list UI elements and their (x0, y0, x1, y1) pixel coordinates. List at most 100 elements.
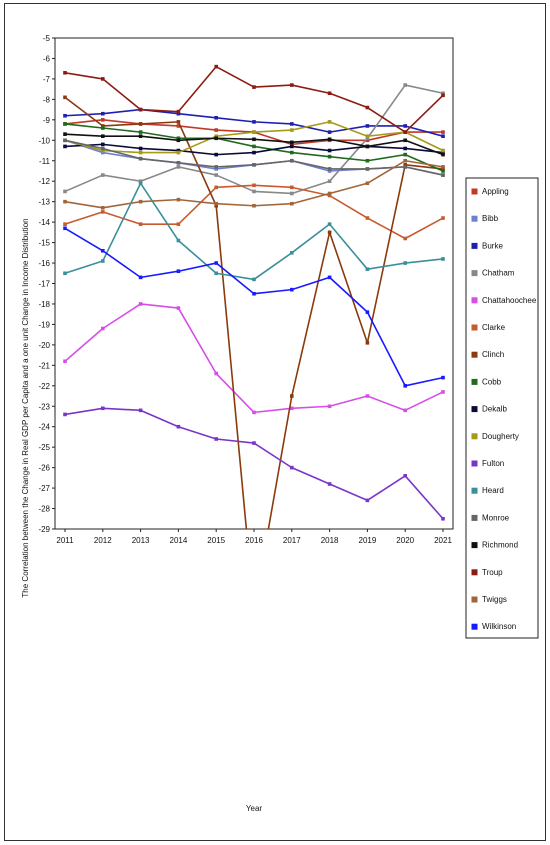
data-point (441, 216, 445, 220)
data-point (101, 206, 105, 210)
y-tick-label: -11 (39, 157, 51, 166)
data-point (101, 173, 105, 177)
data-point (63, 189, 67, 194)
data-point (290, 128, 294, 132)
data-point (214, 437, 218, 441)
data-point (252, 120, 256, 124)
data-point (63, 70, 67, 75)
data-point (290, 144, 294, 149)
series-clinch (63, 95, 445, 529)
data-point (290, 201, 294, 206)
y-tick-label: -18 (38, 300, 50, 309)
legend-label: Heard (482, 486, 504, 495)
data-point (327, 120, 332, 124)
data-point (101, 124, 105, 128)
data-point (327, 137, 332, 142)
data-point (441, 167, 445, 171)
data-point (101, 126, 105, 130)
series-wilkinson (63, 226, 445, 388)
x-tick-label: 2015 (207, 536, 225, 545)
y-tick-label: -23 (38, 402, 50, 411)
data-point (441, 169, 445, 173)
data-point (214, 64, 218, 69)
data-point (365, 267, 370, 271)
data-point (403, 261, 407, 265)
data-point (101, 259, 105, 263)
data-point (441, 150, 445, 155)
data-point (176, 424, 181, 429)
data-point (403, 124, 407, 128)
x-tick-label: 2016 (245, 536, 263, 545)
data-point (138, 134, 143, 138)
data-point (214, 152, 218, 157)
legend-label: Troup (482, 568, 503, 577)
x-tick-label: 2013 (132, 536, 150, 545)
legend-swatch (471, 270, 478, 277)
legend-label: Twiggs (482, 595, 507, 604)
data-point (176, 269, 181, 274)
y-tick-label: -24 (38, 423, 50, 432)
data-point (327, 148, 332, 153)
data-point (403, 130, 407, 134)
data-point (101, 150, 105, 155)
data-point (63, 226, 67, 231)
legend-swatch (471, 242, 478, 249)
data-point (290, 465, 294, 470)
y-tick-label: -28 (38, 505, 50, 514)
data-point (214, 128, 218, 132)
data-point (214, 165, 218, 169)
data-point (214, 371, 218, 376)
data-point (176, 197, 181, 202)
data-point (441, 375, 445, 380)
data-point (138, 179, 143, 184)
data-point (290, 122, 294, 126)
data-point (327, 130, 332, 134)
y-tick-label: -13 (38, 198, 50, 207)
y-axis-title: The Correlation between the Change in Re… (21, 218, 30, 597)
data-point (176, 306, 181, 310)
legend: Appling Bibb Burke Chatham Chattahoochee Clar… (471, 187, 537, 631)
y-tick-label: -19 (38, 320, 50, 329)
legend-swatch (471, 460, 478, 467)
data-point (441, 91, 445, 96)
data-point (214, 115, 218, 120)
series-line (64, 303, 444, 414)
data-point (290, 158, 294, 163)
data-point (290, 83, 294, 87)
data-point (138, 122, 143, 126)
data-point (63, 412, 67, 417)
data-point (290, 287, 294, 292)
data-point (63, 144, 67, 149)
data-point (63, 199, 67, 204)
data-point (63, 122, 67, 126)
data-point (138, 302, 143, 306)
data-point (138, 130, 143, 134)
data-point (101, 326, 105, 331)
data-point (403, 146, 407, 151)
x-axis: 2011 2012 2013 2014 2015 2016 2017 2018 2019 2020… (56, 529, 452, 545)
data-point (327, 191, 332, 196)
series-layer (63, 64, 445, 529)
x-tick-label: 2021 (434, 536, 452, 545)
data-point (214, 201, 218, 206)
data-point (138, 107, 143, 112)
data-point (403, 158, 407, 163)
data-point (176, 109, 181, 114)
y-tick-label: -27 (38, 484, 50, 493)
legend-swatch (471, 324, 478, 331)
data-point (138, 146, 143, 151)
x-tick-label: 2018 (321, 536, 339, 545)
data-point (63, 271, 67, 276)
data-point (176, 111, 181, 116)
data-point (327, 222, 332, 226)
legend-swatch (471, 433, 478, 440)
data-point (365, 124, 370, 128)
legend-swatch (471, 487, 478, 494)
data-point (365, 138, 370, 143)
data-point (252, 277, 256, 282)
legend-swatch (471, 215, 478, 222)
data-point (214, 173, 218, 177)
data-point (63, 222, 67, 226)
data-point (365, 216, 370, 220)
